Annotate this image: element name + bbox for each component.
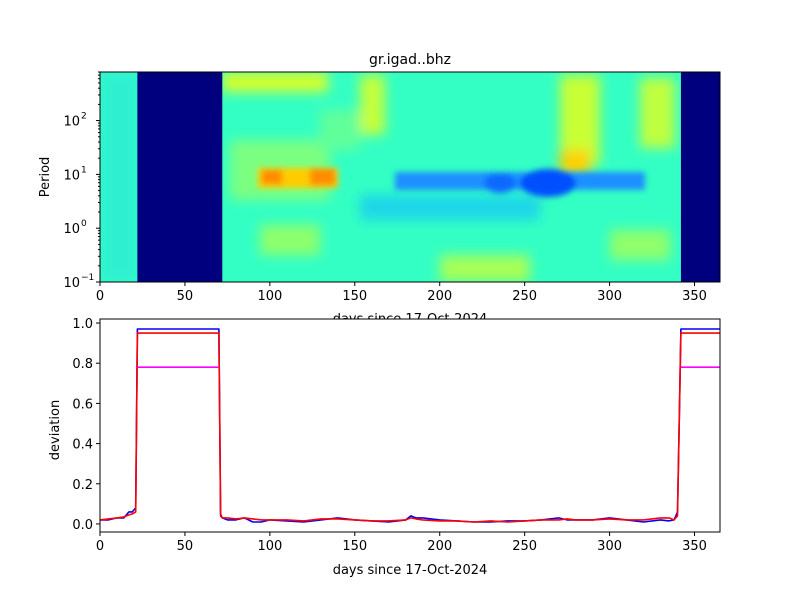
low-energy-band [395,172,645,190]
y-tick-exponent: 2 [81,112,87,122]
x-tick-label: 150 [342,289,367,304]
x-tick-label: 150 [342,539,367,554]
x-tick-label: 300 [597,539,622,554]
y-tick-label: 10 [63,276,80,291]
spectrogram-patch [260,225,320,255]
spectrogram-ylabel: Period [38,157,53,198]
deviation-ylabel: deviation [48,400,63,460]
x-tick-label: 0 [96,539,104,554]
spectrogram-texture [100,72,675,282]
spectrogram-patch [440,255,530,282]
spectrogram-patch [222,72,328,92]
deviation-plot-area [100,319,720,532]
deviation-frame [99,318,721,533]
low-energy-core [520,169,576,197]
high-energy-core [262,170,282,184]
x-tick-label: 50 [177,539,194,554]
y-tick-label: 0.2 [72,478,93,493]
y-tick-label: 0.8 [72,357,93,372]
spectrogram-patch [610,230,670,260]
y-tick-label: 0.4 [72,438,93,453]
x-tick-label: 0 [96,289,104,304]
x-tick-label: 200 [427,289,452,304]
y-tick-label: 10 [63,168,80,183]
deviation-xlabel: days since 17-Oct-2024 [333,563,488,578]
deviation-series-line [100,332,720,523]
y-tick-label: 0.6 [72,397,93,412]
spectrogram-patch [560,150,590,175]
low-energy-core [484,173,516,193]
y-tick-label: 1.0 [72,317,93,332]
x-tick-label: 100 [257,289,282,304]
spectrogram-plot-area [100,72,720,282]
x-tick-label: 350 [682,539,707,554]
y-tick-exponent: 1 [81,165,87,175]
y-tick-label: 10 [63,222,80,237]
x-tick-label: 200 [427,539,452,554]
x-tick-label: 50 [177,289,194,304]
spectrogram-patch [360,195,540,220]
spectrogram-patch [100,72,140,282]
x-tick-label: 100 [257,539,282,554]
y-tick-exponent: 0 [81,219,87,229]
spectrogram-patch [640,78,675,148]
x-tick-label: 350 [682,289,707,304]
data-gap [680,72,720,282]
spectrogram-patch [360,75,385,135]
data-gap [137,72,223,282]
y-tick-label: 10 [63,115,80,130]
spectrogram-patch [320,110,360,150]
x-tick-label: 250 [512,539,537,554]
x-tick-label: 250 [512,289,537,304]
y-tick-exponent: −1 [81,273,94,283]
spectrogram-title: gr.igad..bhz [369,52,451,68]
high-energy-core [310,169,335,185]
x-tick-label: 300 [597,289,622,304]
y-tick-label: 0.0 [72,518,93,533]
